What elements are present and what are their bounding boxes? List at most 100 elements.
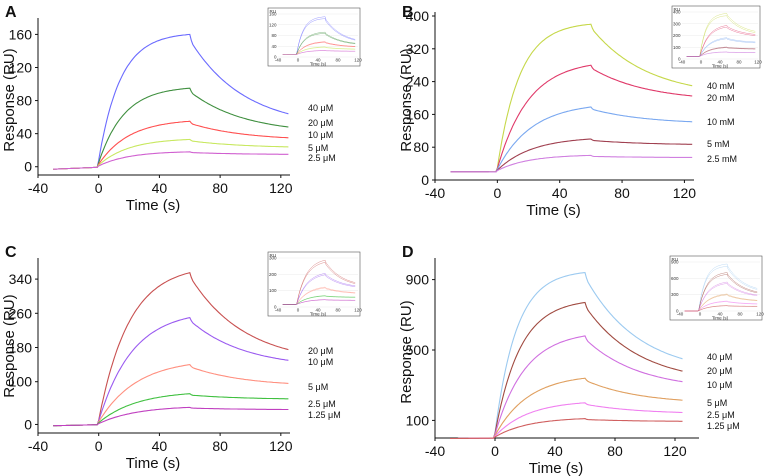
series-label: 1.25 μM bbox=[308, 410, 341, 420]
inset-frame bbox=[267, 7, 361, 67]
y-tick-label: 40 bbox=[16, 126, 32, 142]
x-tick-label: 40 bbox=[552, 185, 568, 201]
inset-series-line bbox=[686, 51, 756, 57]
series-line bbox=[53, 151, 289, 170]
inset-y-tick-label: 100 bbox=[673, 45, 681, 50]
y-tick-label: 500 bbox=[406, 342, 430, 358]
inset-series-line bbox=[282, 50, 356, 55]
x-tick-label: 0 bbox=[95, 180, 103, 196]
y-tick-label: 0 bbox=[24, 159, 32, 175]
series-line bbox=[53, 120, 289, 170]
inset-x-tick-label: 40 bbox=[315, 58, 321, 63]
x-tick-label: -40 bbox=[425, 443, 445, 459]
x-tick-label: 120 bbox=[663, 443, 687, 459]
inset-y-tick-label: 300 bbox=[671, 292, 679, 297]
y-tick-label: 100 bbox=[9, 374, 33, 390]
inset-x-tick-label: 120 bbox=[354, 308, 362, 313]
inset-y-tick-label: 100 bbox=[269, 288, 277, 293]
y-tick-label: 900 bbox=[406, 272, 430, 288]
inset-x-tick-label: 120 bbox=[754, 60, 762, 65]
series-label: 5 μM bbox=[308, 382, 328, 392]
y-tick-label: 180 bbox=[9, 340, 33, 356]
inset-x-tick-label: -40 bbox=[679, 60, 686, 65]
y-axis-title: Response (RU) bbox=[1, 48, 18, 151]
inset-y-tick-label: 0 bbox=[274, 55, 277, 60]
inset-x-tick-label: 80 bbox=[736, 60, 742, 65]
inset-x-title: Time (s) bbox=[712, 316, 729, 321]
inset-x-tick-label: 40 bbox=[717, 60, 723, 65]
inset-x-tick-label: -40 bbox=[677, 312, 684, 317]
series-label: 1.25 μM bbox=[707, 421, 740, 431]
inset-frame bbox=[669, 255, 763, 321]
x-axis-title: Time (s) bbox=[529, 460, 583, 476]
series-label: 10 mM bbox=[707, 117, 735, 127]
panel-label: D bbox=[402, 244, 414, 261]
series-line bbox=[53, 406, 289, 427]
inset-y-tick-label: 0 bbox=[274, 305, 277, 310]
series-label: 5 μM bbox=[707, 398, 727, 408]
y-axis-title: Response (RU) bbox=[398, 300, 415, 403]
inset-y-tick-label: 300 bbox=[673, 21, 681, 26]
series-label: 5 mM bbox=[707, 139, 730, 149]
x-tick-label: 80 bbox=[614, 185, 630, 201]
series-label: 20 mM bbox=[707, 93, 735, 103]
inset-x-tick-label: 40 bbox=[717, 312, 723, 317]
y-tick-label: 240 bbox=[406, 74, 430, 90]
series-label: 2.5 μM bbox=[308, 153, 336, 163]
series-line bbox=[450, 138, 693, 173]
series-line bbox=[450, 335, 683, 440]
series-label: 2.5 μM bbox=[308, 399, 336, 409]
x-tick-label: 120 bbox=[269, 180, 293, 196]
panel-label: C bbox=[5, 244, 17, 261]
inset-y-unit: RU bbox=[674, 7, 681, 12]
series-label: 10 μM bbox=[308, 130, 333, 140]
panel-label: A bbox=[5, 4, 17, 21]
x-tick-label: 80 bbox=[212, 438, 228, 454]
series-line bbox=[450, 23, 693, 173]
series-label: 5 μM bbox=[308, 143, 328, 153]
x-tick-label: 40 bbox=[547, 443, 563, 459]
inset-y-tick-label: 0 bbox=[676, 309, 679, 314]
y-tick-label: 340 bbox=[9, 271, 33, 287]
series-line bbox=[450, 106, 693, 173]
inset-y-tick-label: 0 bbox=[678, 57, 681, 62]
inset-x-tick-label: 0 bbox=[699, 312, 702, 317]
x-tick-label: 120 bbox=[673, 185, 697, 201]
inset-x-tick-label: 80 bbox=[335, 308, 341, 313]
series-label: 40 mM bbox=[707, 81, 735, 91]
series-line bbox=[450, 154, 693, 173]
y-tick-label: 120 bbox=[9, 59, 33, 75]
inset-frame bbox=[267, 251, 361, 317]
inset-x-tick-label: 120 bbox=[756, 312, 764, 317]
inset-y-unit: RU bbox=[270, 9, 277, 14]
x-tick-label: -40 bbox=[425, 185, 445, 201]
series-line bbox=[450, 272, 683, 440]
inset-y-tick-label: 400 bbox=[673, 10, 681, 15]
y-tick-label: 400 bbox=[406, 8, 430, 24]
series-line bbox=[450, 301, 683, 440]
series-label: 20 μM bbox=[308, 118, 333, 128]
inset-x-tick-label: 0 bbox=[700, 60, 703, 65]
series-label: 2.5 mM bbox=[707, 154, 737, 164]
y-tick-label: 160 bbox=[9, 26, 33, 42]
x-tick-label: 0 bbox=[491, 443, 499, 459]
inset-y-unit: RU bbox=[672, 257, 679, 262]
inset-y-unit: RU bbox=[270, 253, 277, 258]
inset-y-tick-label: 600 bbox=[671, 276, 679, 281]
inset-y-tick-label: 40 bbox=[271, 44, 277, 49]
y-tick-label: 80 bbox=[16, 93, 32, 109]
series-label: 10 μM bbox=[707, 380, 732, 390]
inset-x-title: Time (s) bbox=[712, 64, 729, 69]
inset-y-tick-label: 80 bbox=[271, 33, 277, 38]
inset-y-tick-label: 200 bbox=[673, 33, 681, 38]
x-tick-label: 120 bbox=[269, 438, 293, 454]
y-tick-label: 0 bbox=[421, 172, 429, 188]
x-tick-label: -40 bbox=[28, 438, 48, 454]
x-tick-label: -40 bbox=[28, 180, 48, 196]
y-tick-label: 0 bbox=[24, 416, 32, 432]
